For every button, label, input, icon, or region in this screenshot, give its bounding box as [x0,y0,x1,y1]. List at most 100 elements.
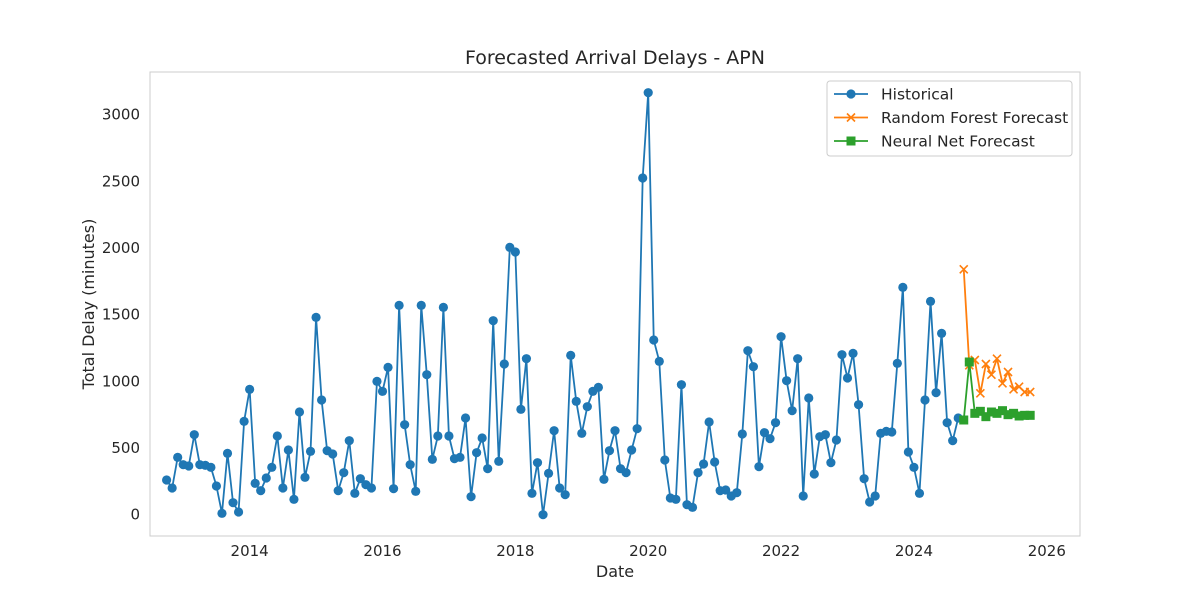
data-point [256,486,266,496]
data-point [1003,410,1013,420]
data-point [405,460,415,470]
data-point [737,429,747,439]
data-point [848,348,858,358]
legend-entry: Historical [834,86,954,104]
y-axis-label: Total Delay (minutes) [79,219,98,391]
data-point [693,468,703,478]
data-point [317,395,327,405]
data-point [566,350,576,360]
x-axis: 2014 2016 2018 2020 2022 2024 2026 [231,542,1066,560]
data-point [527,488,537,498]
y-tick-label: 500 [111,439,140,457]
data-point [593,382,603,392]
data-point [189,430,199,440]
data-point [366,483,377,493]
data-point [272,431,282,441]
data-point [743,346,753,356]
data-point [964,357,974,367]
data-point [305,446,316,456]
data-point [344,436,354,446]
data-point [809,469,819,479]
data-point [532,458,543,468]
y-tick-label: 2000 [102,239,140,257]
data-point [250,478,260,488]
data-point [621,468,631,478]
data-point [975,388,985,398]
data-point [499,359,509,369]
data-point [992,354,1002,364]
legend-label: Neural Net Forecast [881,133,1035,151]
data-point [638,173,648,183]
data-point [782,376,792,386]
data-point [355,474,365,484]
data-point [787,406,797,416]
data-point [455,452,465,462]
data-point [870,491,880,501]
data-point [981,412,991,422]
data-point [959,264,969,274]
data-point [748,362,758,372]
data-point [510,247,520,257]
data-point [997,378,1008,388]
data-point [1020,410,1030,420]
data-point [859,474,869,484]
x-axis-label: Date [596,562,634,581]
data-point [687,502,698,512]
data-point [1003,367,1013,377]
data-point [339,468,349,478]
data-point [538,510,548,520]
data-point [444,431,454,441]
data-point [660,455,670,465]
y-axis: 0 500 1000 1500 2000 2500 3000 [102,106,140,524]
data-point [937,328,947,338]
data-point [759,428,770,438]
data-point [433,431,443,441]
data-point [837,350,847,360]
series-historical [162,88,963,520]
data-point [416,300,426,310]
data-point [294,407,305,417]
data-point [1009,408,1019,418]
y-tick-label: 3000 [102,106,140,124]
data-point [931,388,941,398]
data-point [267,462,277,472]
legend-entry: Random Forest Forecast [834,109,1068,127]
data-point [649,335,659,345]
data-point [328,449,338,459]
x-tick-label: 2018 [496,542,534,560]
data-point [400,420,410,430]
data-point [981,359,991,369]
data-point [846,112,856,123]
data-point [831,435,842,445]
data-point [555,483,565,493]
data-point [986,407,996,417]
data-point [770,418,781,428]
data-point [549,426,559,436]
data-point [460,413,471,423]
data-point [627,445,637,455]
data-point [898,282,908,292]
data-point [571,396,581,406]
data-point [162,475,172,485]
data-point [970,408,980,418]
data-point [1025,410,1035,420]
data-point [793,354,803,364]
data-point [372,376,382,386]
data-point [992,408,1002,418]
data-point [239,416,249,426]
data-point [377,386,388,396]
plot-area [149,71,1081,537]
data-point [903,447,913,457]
x-tick-label: 2014 [231,542,269,560]
data-point [842,373,853,383]
data-point [914,488,925,498]
data-point [582,402,592,412]
data-point [388,484,399,494]
data-point [427,454,437,464]
data-point [804,393,814,403]
data-point [920,395,930,405]
data-point [245,384,255,394]
data-point [278,483,288,493]
data-point [228,498,238,508]
data-point [654,356,664,366]
